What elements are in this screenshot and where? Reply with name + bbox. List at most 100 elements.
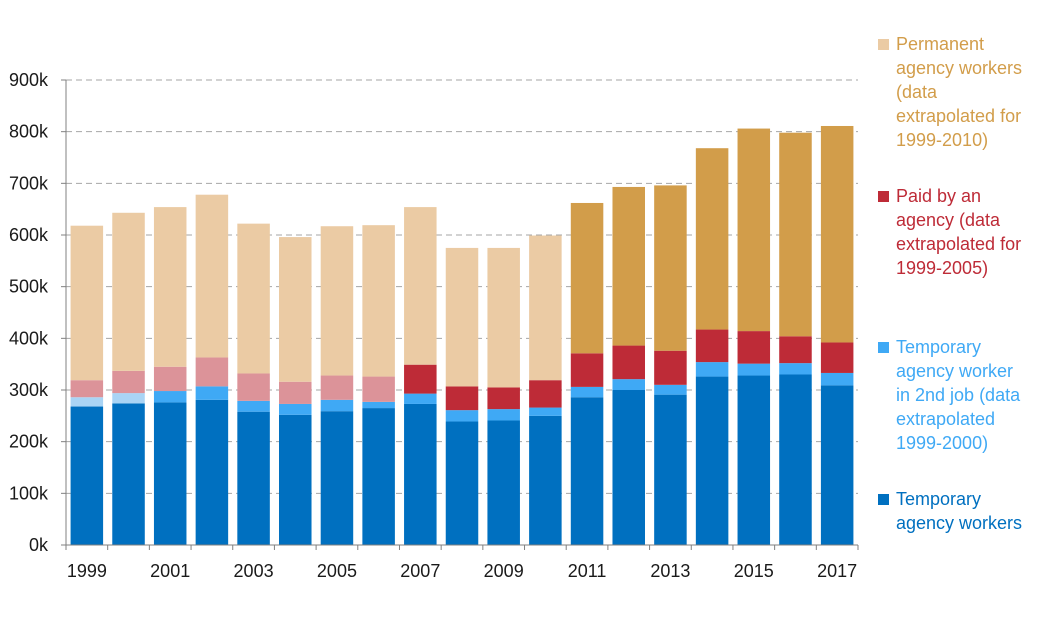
bar-2001-series-0 [153, 402, 187, 545]
y-tick-label-300k: 300k [9, 380, 49, 400]
bar-2016-series-3 [779, 132, 812, 337]
bar-2006-series-0 [362, 408, 395, 545]
bar-2016-series-0 [779, 374, 812, 545]
bar-2017-series-2 [820, 342, 854, 373]
x-tick-label-1999: 1999 [67, 561, 107, 581]
y-tick-label-700k: 700k [9, 173, 49, 193]
bar-stack-2003 [237, 223, 270, 545]
bar-2007-series-1 [404, 393, 437, 404]
bar-2001-series-3 [153, 207, 187, 367]
bar-2001-series-2 [153, 366, 187, 392]
bar-2003-series-0 [237, 411, 270, 545]
bar-2014-series-2 [695, 329, 729, 363]
y-tick-label-400k: 400k [9, 328, 49, 348]
y-tick-label-600k: 600k [9, 225, 49, 245]
bar-2010-series-3 [529, 235, 562, 381]
bar-2017-series-0 [820, 385, 854, 545]
bar-2001-series-1 [153, 391, 187, 403]
bar-stack-2012 [612, 186, 645, 545]
bar-2017-series-1 [820, 372, 854, 386]
axes [61, 79, 859, 550]
bar-2012-series-1 [612, 379, 645, 390]
legend-label-permanent: Permanent agency workers (data extrapola… [896, 34, 1023, 150]
bar-1999-series-2 [70, 380, 104, 398]
bar-2004-series-1 [279, 403, 312, 415]
x-tick-label-2015: 2015 [734, 561, 774, 581]
bar-2000-series-0 [112, 403, 145, 545]
bar-2011-series-3 [570, 202, 604, 354]
bar-2003-series-3 [237, 223, 270, 374]
bar-2003-series-1 [237, 400, 270, 412]
bar-stack-2017 [820, 125, 854, 545]
bar-2009-series-1 [487, 409, 520, 421]
bar-2005-series-2 [320, 375, 354, 400]
bar-2013-series-2 [654, 350, 687, 385]
legend-label-paid-by-agency: Paid by an agency (data extrapolated for… [896, 186, 1022, 278]
y-tick-label-500k: 500k [9, 277, 49, 297]
bar-2013-series-1 [654, 384, 687, 395]
bar-2012-series-0 [612, 390, 645, 545]
bar-2006-series-2 [362, 376, 395, 402]
legend-swatch-paid-by-agency [878, 191, 889, 202]
bar-2000-series-1 [112, 393, 145, 404]
bar-2002-series-0 [195, 399, 229, 545]
bar-2011-series-0 [570, 397, 604, 545]
bar-2009-series-2 [487, 387, 520, 410]
legend-swatch-second-job [878, 342, 889, 353]
bar-2000-series-3 [112, 212, 145, 371]
bar-stack-2013 [654, 185, 687, 545]
stacked-bar-chart: 0k 100k 200k 300k 400k 500k 600k 700k 800k 900k 1… [9, 70, 859, 581]
bar-2014-series-1 [695, 362, 729, 377]
bar-2011-series-2 [570, 353, 604, 387]
x-axis-tick-labels: 1999 2001 2003 2005 2007 2009 2011 2013 2015 2017 [67, 561, 857, 581]
bar-2015-series-0 [737, 375, 771, 545]
bar-2008-series-2 [445, 386, 479, 411]
bar-2007-series-3 [404, 207, 437, 365]
bar-2006-series-1 [362, 401, 395, 409]
bar-2010-series-1 [529, 407, 562, 416]
bar-2007-series-0 [404, 403, 437, 545]
bar-stack-2005 [320, 226, 354, 545]
bar-2012-series-2 [612, 345, 645, 380]
bar-2014-series-0 [695, 376, 729, 545]
legend-item-temporary-agency-workers: Temporary agency workers [878, 487, 1056, 535]
bar-2011-series-1 [570, 386, 604, 398]
legend-item-paid-by-agency: Paid by an agency (data extrapolated for… [878, 184, 1056, 280]
y-axis-tick-labels: 0k 100k 200k 300k 400k 500k 600k 700k 800k 900k [9, 70, 49, 555]
bar-2002-series-1 [195, 386, 229, 400]
bar-2010-series-0 [529, 415, 562, 545]
x-tick-label-2001: 2001 [150, 561, 190, 581]
bar-2002-series-2 [195, 357, 229, 387]
y-tick-label-800k: 800k [9, 122, 49, 142]
bar-2008-series-0 [445, 421, 479, 545]
bar-2005-series-0 [320, 411, 354, 545]
bar-2004-series-2 [279, 381, 312, 404]
bar-2013-series-0 [654, 394, 687, 545]
x-tick-label-2011: 2011 [568, 561, 607, 581]
x-tick-label-2013: 2013 [650, 561, 690, 581]
y-tick-label-0k: 0k [29, 535, 49, 555]
legend-item-permanent-agency-workers: Permanent agency workers (data extrapola… [878, 32, 1056, 152]
bar-stack-2011 [570, 202, 604, 545]
x-tick-label-2009: 2009 [484, 561, 524, 581]
bar-2004-series-0 [279, 414, 312, 545]
bar-1999-series-0 [70, 406, 104, 545]
bar-2013-series-3 [654, 185, 687, 351]
legend-item-second-job: Temporary agency worker in 2nd job (data… [878, 335, 1056, 455]
bar-2012-series-3 [612, 186, 645, 346]
bar-2015-series-1 [737, 363, 771, 376]
bar-1999-series-3 [70, 225, 104, 381]
bar-2009-series-3 [487, 247, 520, 388]
bar-2006-series-3 [362, 225, 395, 377]
bar-stack-2014 [695, 148, 729, 545]
y-tick-label-100k: 100k [9, 483, 49, 503]
legend-swatch-permanent [878, 39, 889, 50]
bar-stack-2001 [153, 207, 187, 545]
bar-stack-1999 [70, 225, 104, 545]
bar-2010-series-2 [529, 380, 562, 408]
x-tick-label-2003: 2003 [234, 561, 274, 581]
bar-2005-series-3 [320, 226, 354, 376]
bar-2008-series-3 [445, 247, 479, 387]
bar-stack-2000 [112, 212, 145, 545]
bar-2016-series-1 [779, 363, 812, 375]
